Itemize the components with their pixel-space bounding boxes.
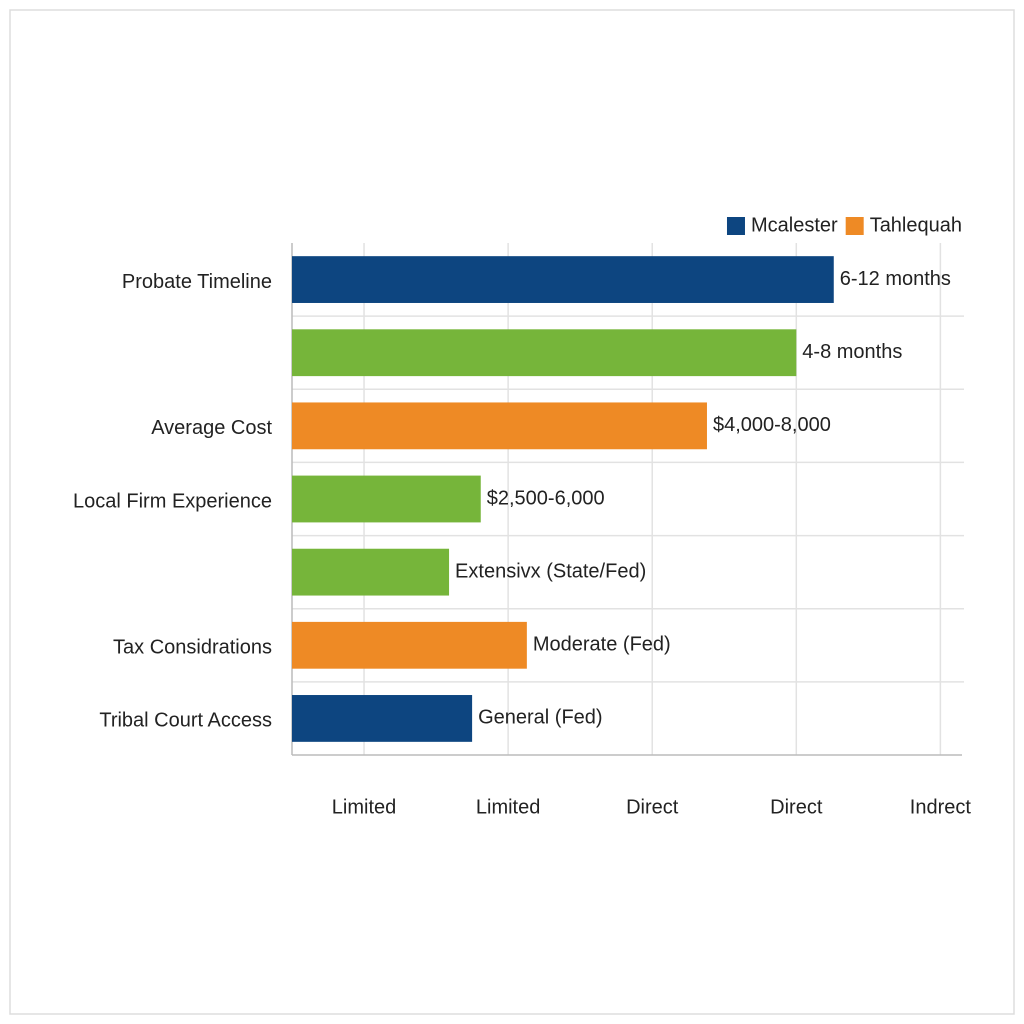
x-tick-label: Direct: [626, 796, 679, 818]
bar-annotation: 6-12 months: [840, 268, 951, 290]
bar-annotation: General (Fed): [478, 707, 603, 729]
legend-label: Tahlequah: [870, 214, 962, 236]
bar: [292, 329, 797, 377]
bar: [292, 475, 481, 523]
x-tick-label: Limited: [332, 796, 396, 818]
bar: [292, 402, 707, 450]
bar: [292, 621, 527, 669]
frame: [9, 9, 1015, 1015]
legend-swatch: [845, 217, 864, 235]
bar: [292, 695, 473, 742]
x-tick-label: Limited: [476, 796, 540, 818]
legend-label: Mcalester: [751, 214, 838, 236]
y-tick-label: Tribal Court Access: [99, 710, 272, 732]
y-tick-label: Probate Timeline: [122, 271, 272, 293]
bar: [292, 548, 450, 596]
bar-annotation: Moderate (Fed): [533, 634, 671, 656]
bar: [292, 256, 834, 303]
y-tick-label: Tax Considrations: [113, 637, 272, 659]
y-tick-label: Local Firm Experience: [73, 490, 272, 512]
y-tick-label: Average Cost: [151, 417, 272, 439]
legend-swatch: [726, 217, 745, 235]
bar-annotation: $2,500-6,000: [487, 487, 605, 509]
bar-annotation: Extensivx (State/Fed): [455, 560, 646, 582]
bar-annotation: $4,000-8,000: [713, 414, 831, 436]
x-tick-label: Indrect: [910, 796, 972, 818]
bar-annotation: 4-8 months: [802, 341, 902, 363]
x-tick-label: Direct: [770, 796, 823, 818]
